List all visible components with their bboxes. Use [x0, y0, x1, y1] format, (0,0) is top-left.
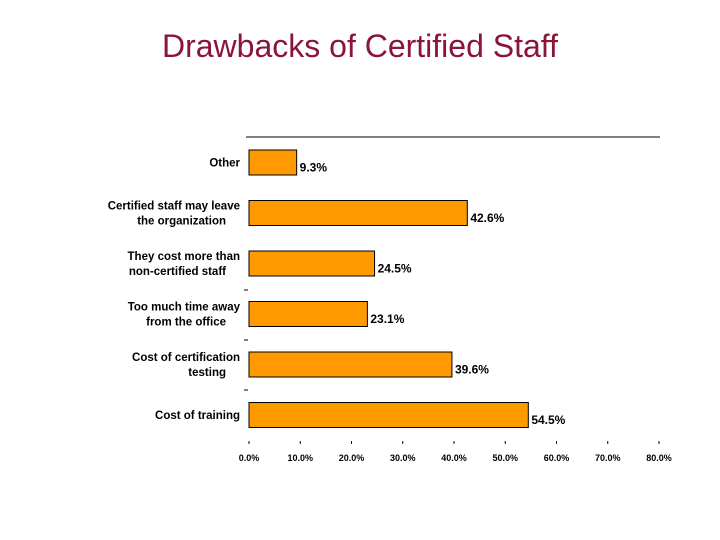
data-label: 54.5% — [531, 413, 565, 427]
x-tick-label: 80.0% — [646, 453, 672, 463]
category-label-line: Cost of training — [155, 410, 240, 422]
labels-layer: 9.3% Other 42.6% Certified staff may leave t… — [108, 158, 566, 428]
x-tick-label: 60.0% — [544, 453, 570, 463]
slide-title: Drawbacks of Certified Staff — [161, 28, 558, 64]
category-label-line: Too much time away — [128, 302, 241, 314]
bar — [248, 250, 376, 277]
category-label: Cost of certification testing — [132, 352, 240, 379]
data-label: 24.5% — [378, 262, 412, 276]
category-label-line: Other — [209, 158, 240, 170]
category-label-line: the organization — [137, 216, 226, 228]
category-label-line: Cost of certification — [132, 352, 240, 364]
category-label: Too much time away from the office — [128, 302, 241, 329]
x-tick-label: 70.0% — [595, 453, 621, 463]
category-label: Certified staff may leave the organizatio… — [108, 201, 240, 228]
x-tick-label: 0.0% — [239, 453, 260, 463]
bar — [248, 200, 468, 226]
data-label: 23.1% — [370, 312, 404, 326]
category-label-line: from the office — [146, 317, 226, 329]
bar — [248, 351, 453, 378]
category-label: They cost more than non-certified staff — [128, 251, 240, 278]
category-label-line: They cost more than — [128, 251, 240, 263]
x-tick-label: 30.0% — [390, 453, 416, 463]
x-axis: 0.0% 10.0% 20.0% 30.0% 40.0% 50.0% 60.0% 70.0% 8… — [239, 289, 672, 463]
category-label: Other — [209, 158, 240, 170]
category-label-line: testing — [188, 367, 226, 379]
x-tick-label: 10.0% — [287, 453, 313, 463]
data-label: 39.6% — [455, 363, 489, 377]
category-label-line: Certified staff may leave — [108, 201, 240, 213]
x-tick-label: 40.0% — [441, 453, 467, 463]
bar — [248, 149, 298, 176]
x-tick-label: 20.0% — [339, 453, 365, 463]
bars-layer — [248, 149, 529, 428]
data-label: 42.6% — [470, 211, 504, 225]
category-label: Cost of training — [155, 410, 240, 422]
bar — [248, 301, 368, 327]
bar — [248, 402, 529, 428]
x-tick-label: 50.0% — [492, 453, 518, 463]
data-label: 9.3% — [300, 161, 328, 175]
category-label-line: non-certified staff — [129, 266, 226, 278]
